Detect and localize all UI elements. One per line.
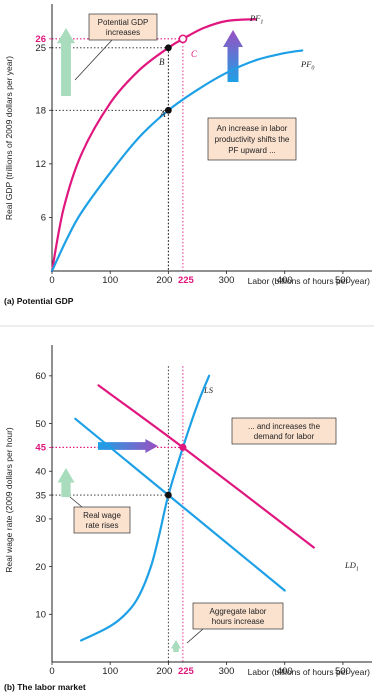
y-tick-label-40: 40	[35, 467, 46, 478]
annotation-demand-line1: ... and increases the	[248, 422, 321, 431]
series-ld1-curve	[97, 384, 315, 549]
x-tick-label-0: 0	[49, 275, 54, 286]
annotation-wage-line1: Real wage	[83, 511, 121, 520]
annotation-demand-box	[231, 417, 337, 445]
x-tick-label-highlight: 225	[178, 666, 195, 677]
point-a	[164, 106, 172, 114]
annotation-productivity-box	[207, 117, 297, 161]
annotation-hours-box	[192, 602, 284, 630]
x-tick-label-300: 300	[219, 666, 235, 677]
x-tick-label-100: 100	[102, 275, 118, 286]
x-tick-label-200: 200	[156, 275, 172, 286]
green-up-arrow-potential-gdp	[57, 28, 75, 96]
x-tick-label-500: 500	[335, 275, 351, 286]
panel-a-caption: (a) Potential GDP	[4, 296, 74, 306]
annotation-productivity-line3: PF upward ...	[228, 146, 276, 155]
green-arrow-hours	[171, 640, 181, 652]
annotation-productivity-line2: productivity shifts the	[215, 135, 290, 144]
point-a-label: A	[159, 109, 166, 119]
point-eq0	[164, 491, 172, 499]
x-tick-label-400: 400	[277, 275, 293, 286]
y-tick-label-35: 35	[35, 490, 46, 501]
pf1-label: PF1	[249, 13, 263, 26]
y-tick-label-10: 10	[35, 610, 46, 621]
y-tick-label-18: 18	[35, 106, 46, 117]
annotation-wage-box	[73, 506, 131, 534]
y-tick-label-60: 60	[35, 371, 46, 382]
panel-b-caption: (b) The labor market	[4, 682, 86, 692]
panel-a-y-axis-label: Real GDP (trillions of 2009 dollars per …	[4, 56, 14, 220]
pf0-label: PF0	[300, 59, 314, 72]
x-tick-label-200: 200	[156, 666, 172, 677]
annotation-wage-leader	[69, 496, 83, 508]
point-eq1	[179, 443, 187, 451]
y-tick-label-highlight: 45	[35, 443, 46, 454]
series-ls-curve	[80, 374, 211, 642]
ls-label: LS	[203, 385, 214, 395]
green-up-arrow-wage	[57, 468, 75, 497]
y-tick-label-12: 12	[35, 159, 46, 170]
x-tick-label-400: 400	[277, 666, 293, 677]
annotation-potential-gdp-leader	[74, 39, 113, 81]
y-tick-label-25: 25	[35, 43, 46, 54]
panel-b-labor-market: 0 100 200 300 400 500 225 10 20 30 35 40 50 60 45 LS L…	[4, 345, 372, 692]
x-tick-label-300: 300	[219, 275, 235, 286]
annotation-potential-gdp-line1: Potential GDP	[98, 18, 149, 27]
point-c-label: C	[191, 49, 198, 59]
y-tick-label-30: 30	[35, 514, 46, 525]
x-tick-label-100: 100	[102, 666, 118, 677]
y-tick-label-highlight: 26	[35, 34, 46, 45]
annotation-hours-line2: hours increase	[212, 617, 265, 626]
series-pf0-curve	[50, 49, 304, 273]
annotation-hours-leader	[186, 628, 204, 644]
ld1-label: LD1	[344, 560, 359, 573]
annotation-productivity-line1: An increase in labor	[217, 124, 288, 133]
y-tick-label-6: 6	[41, 213, 46, 224]
panel-b-x-axis-label: Labor (billions of hours per year)	[248, 667, 371, 677]
x-tick-label-0: 0	[49, 666, 54, 677]
point-b-label: B	[159, 57, 165, 67]
panel-a-x-axis-label: Labor (billions of hours per year)	[248, 276, 371, 286]
x-tick-label-500: 500	[335, 666, 351, 677]
y-tick-label-20: 20	[35, 562, 46, 573]
annotation-wage-line2: rate rises	[86, 521, 119, 530]
annotation-potential-gdp-line2: increases	[106, 28, 140, 37]
annotation-demand-line2: demand for labor	[254, 432, 315, 441]
series-pf1-curve	[50, 18, 257, 273]
point-b	[164, 44, 172, 52]
y-tick-label-50: 50	[35, 419, 46, 430]
x-tick-label-highlight: 225	[178, 275, 195, 286]
annotation-hours-line1: Aggregate labor	[210, 607, 267, 616]
pf-shift-up-arrow	[223, 30, 243, 82]
point-c	[178, 34, 188, 44]
annotation-potential-gdp-box	[88, 13, 158, 41]
panel-b-y-axis-label: Real wage rate (2009 dollars per hour)	[4, 427, 14, 573]
